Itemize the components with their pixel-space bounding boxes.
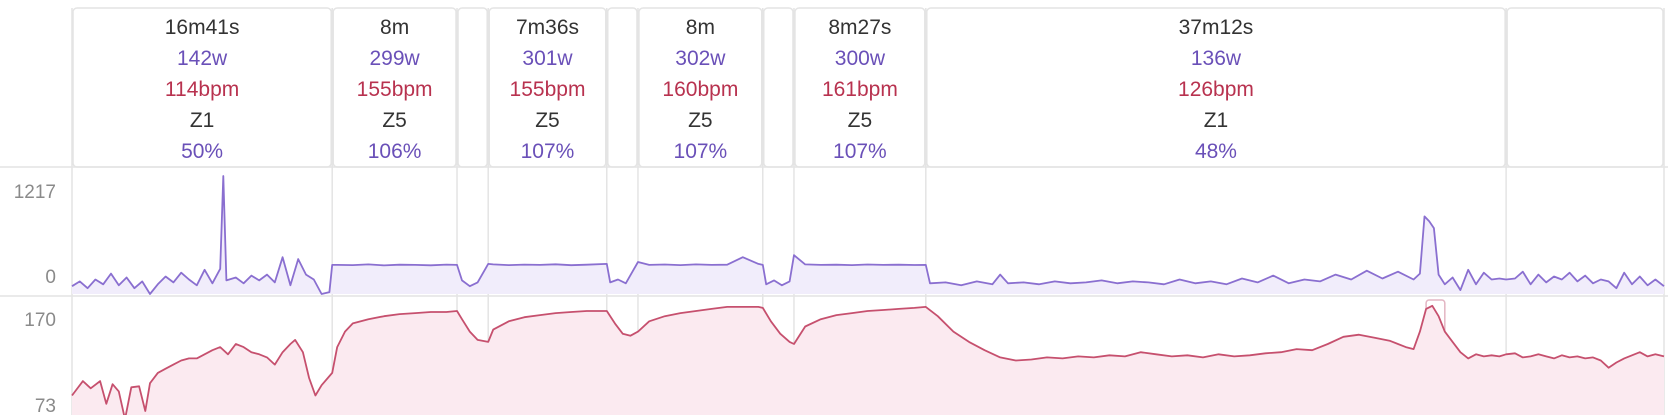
interval-duration-label: 8m27s bbox=[828, 16, 891, 39]
interval-power-label: 302w bbox=[675, 47, 726, 70]
power-panel bbox=[71, 175, 1665, 295]
interval-zone-label: Z1 bbox=[190, 109, 215, 132]
interval-hr-label: 155bpm bbox=[357, 78, 433, 101]
heart-rate-panel bbox=[71, 304, 1665, 415]
interval-header-box bbox=[607, 7, 638, 168]
interval-duration-label: 8m bbox=[380, 16, 409, 39]
power-tick-label: 1217 bbox=[14, 182, 56, 203]
interval-duration-label: 7m36s bbox=[516, 16, 579, 39]
interval-pct-label: 48% bbox=[1195, 140, 1237, 163]
interval-duration-label: 16m41s bbox=[165, 16, 240, 39]
interval-pct-label: 107% bbox=[833, 140, 887, 163]
interval-zone-label: Z1 bbox=[1204, 109, 1229, 132]
interval-power-label: 136w bbox=[1191, 47, 1242, 70]
interval-power-label: 142w bbox=[177, 47, 228, 70]
hr-line bbox=[71, 304, 1665, 415]
interval-zone-label: Z5 bbox=[382, 109, 407, 132]
interval-hr-label: 126bpm bbox=[1178, 78, 1254, 101]
axis-ticks: 1217 0 170 73 bbox=[14, 182, 56, 415]
hr-tick-label: 73 bbox=[35, 396, 56, 415]
interval-hr-label: 114bpm bbox=[165, 78, 239, 101]
hr-tick-label: 170 bbox=[24, 310, 56, 331]
interval-power-label: 301w bbox=[522, 47, 573, 70]
interval-hr-label: 155bpm bbox=[510, 78, 586, 101]
interval-pct-label: 107% bbox=[674, 140, 728, 163]
power-line bbox=[71, 175, 1665, 295]
interval-pct-label: 50% bbox=[181, 140, 223, 163]
interval-header-box bbox=[763, 7, 794, 168]
interval-header-box bbox=[457, 7, 488, 168]
interval-duration-label: 37m12s bbox=[1179, 16, 1254, 39]
interval-zone-label: Z5 bbox=[688, 109, 713, 132]
interval-pct-label: 106% bbox=[368, 140, 422, 163]
interval-hr-label: 161bpm bbox=[822, 78, 898, 101]
hr-area bbox=[72, 305, 1664, 415]
interval-hr-label: 160bpm bbox=[662, 78, 738, 101]
interval-header-box bbox=[1506, 7, 1664, 168]
power-area bbox=[72, 176, 1664, 294]
power-tick-label: 0 bbox=[45, 267, 56, 288]
interval-zone-label: Z5 bbox=[535, 109, 560, 132]
interval-power-label: 300w bbox=[835, 47, 886, 70]
interval-labels: 16m41s 142w 114bpm Z1 50% 8m 299w 155bpm Z5 106% 7… bbox=[165, 16, 1254, 163]
interval-zone-label: Z5 bbox=[848, 109, 873, 132]
interval-power-label: 299w bbox=[370, 47, 421, 70]
interval-pct-label: 107% bbox=[521, 140, 575, 163]
interval-duration-label: 8m bbox=[686, 16, 715, 39]
